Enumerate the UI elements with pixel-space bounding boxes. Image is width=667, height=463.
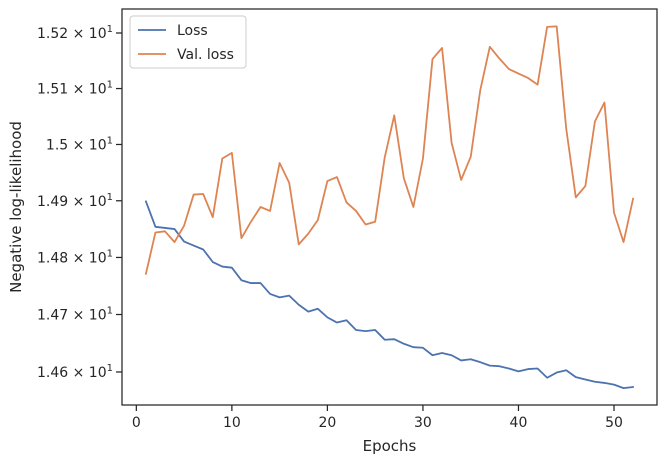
plot-area-frame: [121, 8, 658, 406]
y-tick-label: 1.46 × 101: [37, 363, 113, 381]
x-axis-label: Epochs: [363, 437, 417, 455]
y-tick-label: 1.5 × 101: [46, 135, 113, 153]
legend-box: [129, 15, 247, 69]
x-tick-label: 20: [318, 415, 336, 431]
y-tick-label: 1.52 × 101: [37, 24, 113, 42]
x-tick-label: 10: [223, 415, 241, 431]
x-tick-label: 0: [132, 415, 141, 431]
x-tick-label: 40: [510, 415, 528, 431]
x-tick-label: 30: [414, 415, 432, 431]
y-tick-label: 1.51 × 101: [37, 80, 113, 98]
y-axis-ticks: 1.46 × 101 1.47 × 101 1.48 × 101 1.49 × 101…: [37, 24, 122, 381]
y-tick-label: 1.48 × 101: [37, 248, 113, 266]
series-line-val-loss: [144, 25, 635, 275]
series-line-loss: [144, 200, 635, 390]
legend: Loss Val. loss: [129, 15, 247, 69]
y-tick-label: 1.49 × 101: [37, 192, 113, 210]
legend-label-val-loss: Val. loss: [177, 47, 234, 63]
x-axis-ticks: 0 10 20 30 40 50: [132, 405, 623, 431]
y-axis-label: Negative log-likelihood: [7, 121, 25, 293]
y-tick-label: 1.47 × 101: [37, 306, 113, 324]
legend-label-loss: Loss: [177, 23, 208, 39]
plot-lines: [144, 25, 635, 390]
x-tick-label: 50: [605, 415, 623, 431]
